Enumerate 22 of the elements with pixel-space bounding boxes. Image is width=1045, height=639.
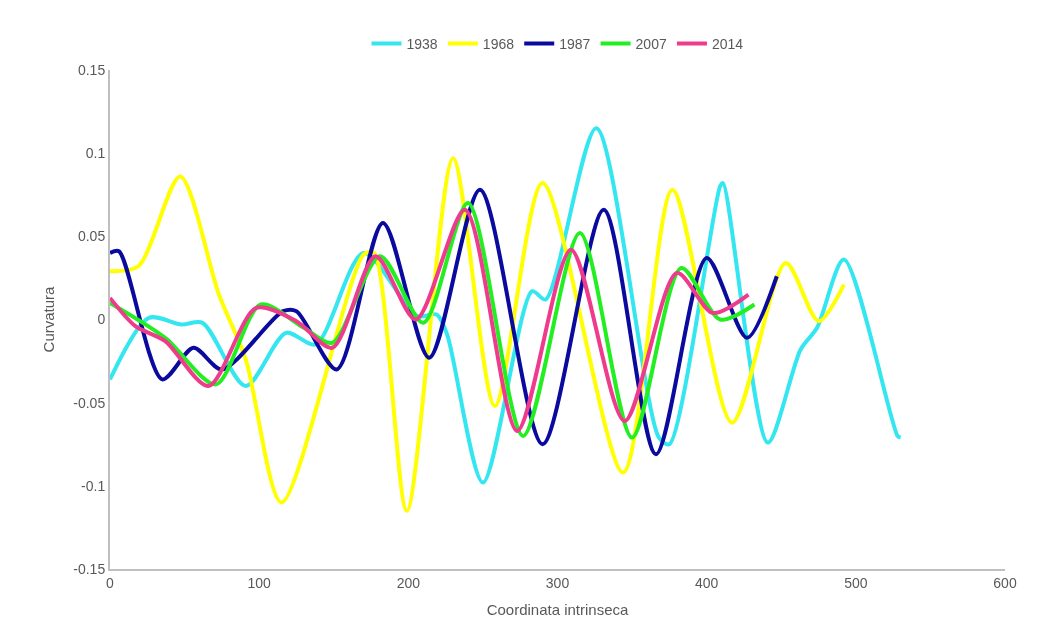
y-tick-label: 0.05 [77, 228, 106, 245]
x-tick-label: 300 [545, 574, 570, 591]
legend-label: 1987 [559, 36, 591, 53]
line-series [110, 126, 903, 485]
y-tick-label: 0 [97, 311, 106, 328]
y-tick-label: 0.1 [85, 145, 106, 162]
x-tick-label: 400 [694, 574, 719, 591]
y-axis-title: Curvatura [40, 285, 58, 353]
y-tick-label: -0.15 [73, 560, 106, 577]
legend-label: 1968 [482, 36, 515, 53]
y-tick-label: 0.15 [77, 61, 106, 78]
legend-label: 2014 [711, 36, 744, 53]
line-series [110, 156, 846, 513]
legend-label: 2007 [635, 36, 667, 53]
y-tick-label: -0.05 [73, 394, 106, 411]
x-tick-label: 100 [247, 574, 272, 591]
x-axis-title: Coordinata intrinseca [486, 601, 630, 619]
x-tick-label: 600 [993, 574, 1017, 591]
legend-label: 1938 [406, 36, 438, 53]
y-tick-label: -0.1 [81, 477, 106, 494]
x-tick-label: 200 [396, 574, 421, 591]
x-tick-label: 500 [844, 574, 868, 591]
